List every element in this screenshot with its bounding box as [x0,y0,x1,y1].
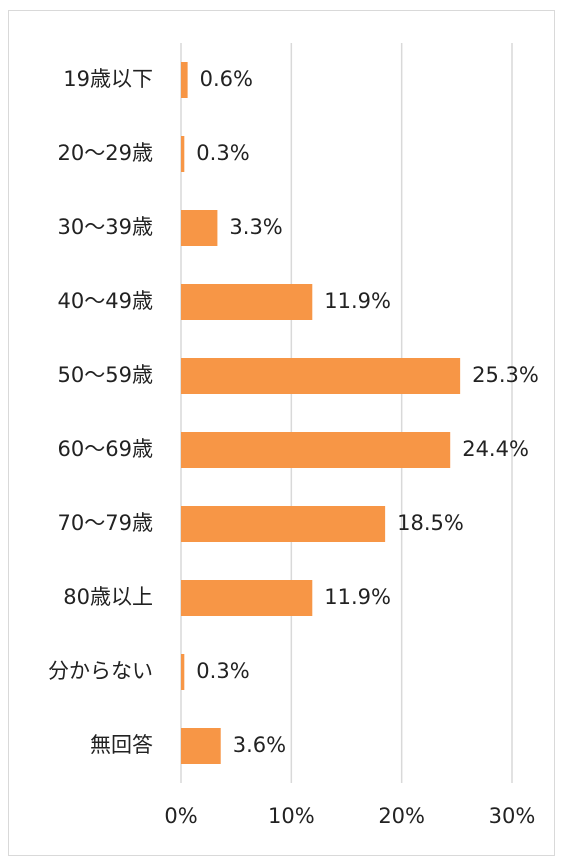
bar [181,728,221,764]
data-label: 11.9% [324,289,391,313]
y-tick-label: 70～79歳 [58,511,153,535]
y-tick-label: 60～69歳 [58,437,153,461]
data-label: 24.4% [462,437,529,461]
y-tick-label: 50～59歳 [58,363,153,387]
data-label: 0.6% [200,67,253,91]
bar [181,62,188,98]
y-tick-label: 19歳以下 [63,67,153,91]
data-label: 25.3% [472,363,539,387]
y-tick-label: 80歳以上 [63,585,153,609]
data-label: 0.3% [196,141,249,165]
x-tick-label: 30% [489,804,536,828]
data-label: 3.6% [233,733,286,757]
bar [181,358,461,394]
x-tick-label: 10% [268,804,315,828]
bar [181,210,218,246]
data-label: 18.5% [397,511,464,535]
bar [181,654,185,690]
bar [181,506,386,542]
y-tick-label: 40～49歳 [58,289,153,313]
y-tick-label: 分からない [48,659,153,683]
data-label: 3.3% [229,215,282,239]
data-label: 0.3% [196,659,249,683]
x-tick-label: 20% [378,804,425,828]
y-tick-label: 30～39歳 [58,215,153,239]
bar [181,136,185,172]
data-label: 11.9% [324,585,391,609]
bar [181,284,313,320]
y-tick-label: 20～29歳 [58,141,153,165]
y-tick-label: 無回答 [90,733,153,757]
x-tick-label: 0% [164,804,197,828]
bar [181,432,451,468]
bar [181,580,313,616]
